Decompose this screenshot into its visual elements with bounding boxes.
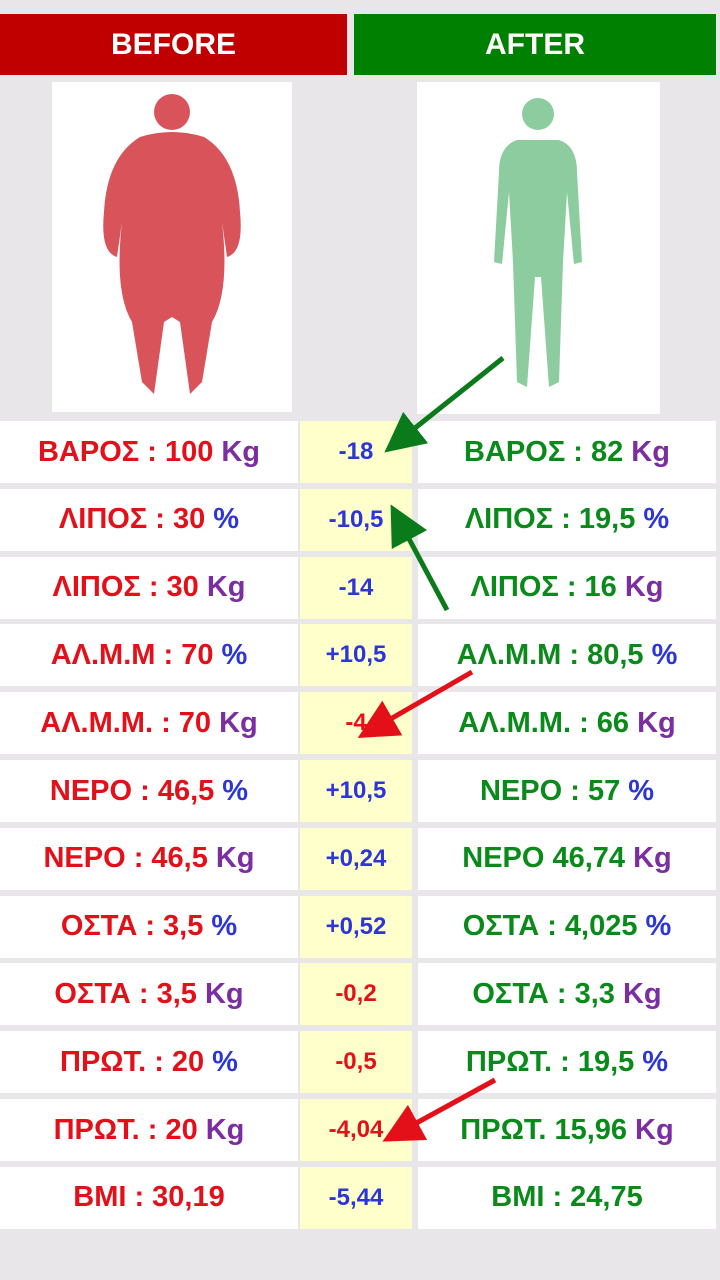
before-unit: Kg bbox=[219, 706, 258, 739]
after-header: AFTER bbox=[354, 14, 716, 75]
after-value: ΠΡΩΤ. : 19,5 bbox=[465, 1045, 635, 1078]
diff-cell: -0,2 bbox=[300, 963, 412, 1026]
before-value: ΝΕΡΟ : 46,5 bbox=[49, 774, 215, 807]
before-cell: ΝΕΡΟ : 46,5% bbox=[0, 760, 298, 822]
before-value: ΒΜΙ : 30,19 bbox=[73, 1181, 225, 1214]
after-cell: ΛΙΠΟΣ : 16 Kg bbox=[418, 556, 716, 619]
before-figure bbox=[52, 82, 292, 412]
before-unit: Kg bbox=[215, 842, 255, 875]
after-cell: ΒΜΙ : 24,75 bbox=[418, 1166, 716, 1229]
after-cell: ΠΡΩΤ. : 19,5% bbox=[418, 1031, 716, 1094]
after-cell: ΛΙΠΟΣ : 19,5% bbox=[418, 488, 716, 551]
before-unit: Kg bbox=[204, 977, 244, 1010]
after-value: ΑΛ.Μ.Μ. : 66 bbox=[458, 706, 630, 739]
after-value: ΝΕΡΟ : 57 bbox=[479, 774, 621, 807]
after-unit: Kg bbox=[622, 977, 662, 1010]
before-unit: % bbox=[221, 638, 248, 671]
before-value: ΟΣΤΑ : 3,5 bbox=[60, 910, 204, 943]
after-unit: % bbox=[645, 910, 672, 943]
before-cell: ΠΡΩΤ. : 20 Kg bbox=[0, 1099, 298, 1161]
before-value: ΠΡΩΤ. : 20 bbox=[60, 1045, 205, 1078]
after-cell: ΠΡΩΤ. 15,96 Kg bbox=[418, 1099, 716, 1161]
before-unit: Kg bbox=[206, 571, 246, 604]
after-figure bbox=[417, 82, 660, 414]
after-unit: Kg bbox=[637, 706, 676, 739]
after-value: ΛΙΠΟΣ : 16 bbox=[470, 571, 617, 604]
before-cell: ΑΛ.Μ.Μ : 70% bbox=[0, 624, 298, 687]
diff-cell: -5,44 bbox=[300, 1166, 412, 1229]
after-cell: ΒΑΡΟΣ : 82 Kg bbox=[418, 421, 716, 483]
after-value: ΝΕΡΟ 46,74 bbox=[462, 842, 626, 875]
after-value: ΑΛ.Μ.Μ : 80,5 bbox=[456, 638, 644, 671]
after-unit: % bbox=[628, 774, 654, 807]
after-value: ΒΜΙ : 24,75 bbox=[491, 1181, 643, 1214]
after-unit: % bbox=[643, 503, 670, 536]
after-value: ΠΡΩΤ. 15,96 bbox=[460, 1113, 628, 1146]
before-cell: ΒΑΡΟΣ : 100 Kg bbox=[0, 421, 298, 483]
after-unit: Kg bbox=[633, 842, 672, 875]
before-value: ΛΙΠΟΣ : 30 bbox=[52, 571, 199, 604]
diff-cell: +10,5 bbox=[300, 624, 412, 687]
after-cell: ΝΕΡΟ 46,74 Kg bbox=[418, 827, 716, 890]
after-unit: Kg bbox=[631, 435, 670, 468]
before-value: ΑΛ.Μ.Μ. : 70 bbox=[40, 706, 212, 739]
before-unit: Kg bbox=[205, 1113, 245, 1146]
before-unit: % bbox=[211, 910, 238, 943]
diff-cell: -14 bbox=[300, 556, 412, 619]
after-unit: Kg bbox=[635, 1113, 674, 1146]
diff-cell: -0,5 bbox=[300, 1031, 412, 1094]
after-value: ΒΑΡΟΣ : 82 bbox=[464, 435, 624, 468]
diff-cell: +10,5 bbox=[300, 760, 412, 822]
before-cell: ΠΡΩΤ. : 20% bbox=[0, 1031, 298, 1094]
before-cell: ΛΙΠΟΣ : 30% bbox=[0, 488, 298, 551]
diff-cell: +0,24 bbox=[300, 827, 412, 890]
after-value: ΟΣΤΑ : 3,3 bbox=[472, 977, 615, 1010]
after-cell: ΟΣΤΑ : 3,3 Kg bbox=[418, 963, 716, 1026]
before-value: ΝΕΡΟ : 46,5 bbox=[43, 842, 208, 875]
before-cell: ΛΙΠΟΣ : 30 Kg bbox=[0, 556, 298, 619]
after-value: ΛΙΠΟΣ : 19,5 bbox=[464, 503, 636, 536]
after-value: ΟΣΤΑ : 4,025 bbox=[462, 910, 638, 943]
before-value: ΛΙΠΟΣ : 30 bbox=[58, 503, 206, 536]
after-cell: ΟΣΤΑ : 4,025% bbox=[418, 895, 716, 958]
before-unit: % bbox=[212, 1045, 238, 1078]
after-unit: % bbox=[651, 638, 678, 671]
before-value: ΒΑΡΟΣ : 100 bbox=[37, 435, 214, 468]
after-unit: % bbox=[642, 1045, 669, 1078]
after-unit: Kg bbox=[624, 571, 664, 604]
before-header: BEFORE bbox=[0, 14, 347, 75]
diff-cell: +0,52 bbox=[300, 895, 412, 958]
before-cell: ΝΕΡΟ : 46,5 Kg bbox=[0, 827, 298, 890]
before-value: ΟΣΤΑ : 3,5 bbox=[54, 977, 197, 1010]
after-cell: ΝΕΡΟ : 57% bbox=[418, 760, 716, 822]
before-value: ΑΛ.Μ.Μ : 70 bbox=[50, 638, 214, 671]
before-unit: % bbox=[213, 503, 240, 536]
before-unit: Kg bbox=[221, 435, 261, 468]
before-value: ΠΡΩΤ. : 20 bbox=[53, 1113, 198, 1146]
after-cell: ΑΛ.Μ.Μ. : 66 Kg bbox=[418, 692, 716, 755]
before-unit: % bbox=[222, 774, 249, 807]
before-cell: ΟΣΤΑ : 3,5% bbox=[0, 895, 298, 958]
before-cell: ΟΣΤΑ : 3,5 Kg bbox=[0, 963, 298, 1026]
before-cell: ΑΛ.Μ.Μ. : 70 Kg bbox=[0, 692, 298, 755]
before-cell: ΒΜΙ : 30,19 bbox=[0, 1166, 298, 1229]
